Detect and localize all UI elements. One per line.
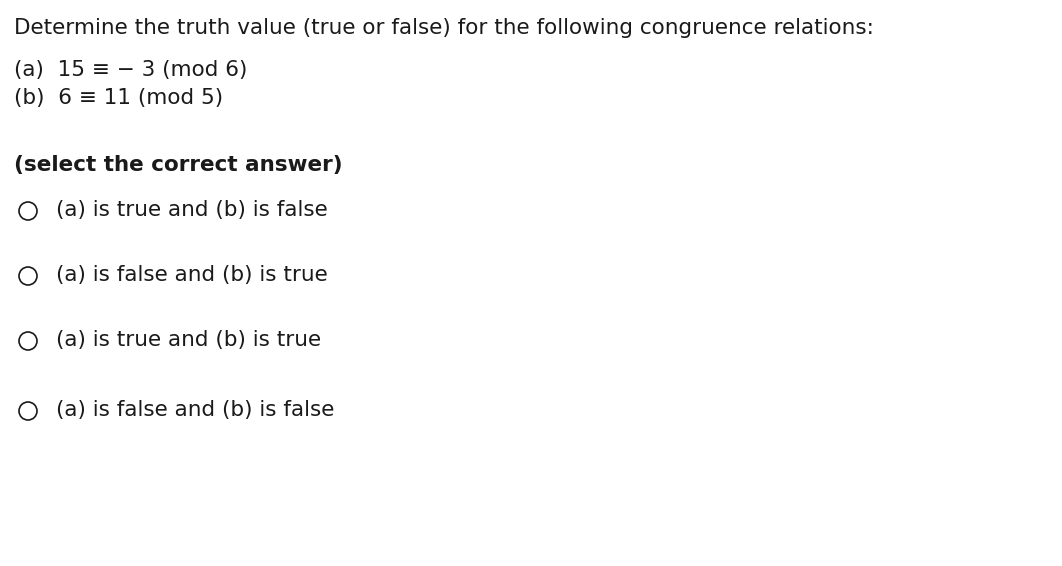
Text: (b)  6 ≡ 11 (mod 5): (b) 6 ≡ 11 (mod 5) — [14, 88, 223, 108]
Text: (a) is false and (b) is false: (a) is false and (b) is false — [56, 400, 335, 420]
Text: (a)  15 ≡ − 3 (mod 6): (a) 15 ≡ − 3 (mod 6) — [14, 60, 247, 80]
Text: (a) is false and (b) is true: (a) is false and (b) is true — [56, 265, 328, 285]
Text: (a) is true and (b) is true: (a) is true and (b) is true — [56, 330, 321, 350]
Text: (select the correct answer): (select the correct answer) — [14, 155, 343, 175]
Text: (a) is true and (b) is false: (a) is true and (b) is false — [56, 200, 328, 220]
Text: Determine the truth value (true or false) for the following congruence relations: Determine the truth value (true or false… — [14, 18, 874, 38]
